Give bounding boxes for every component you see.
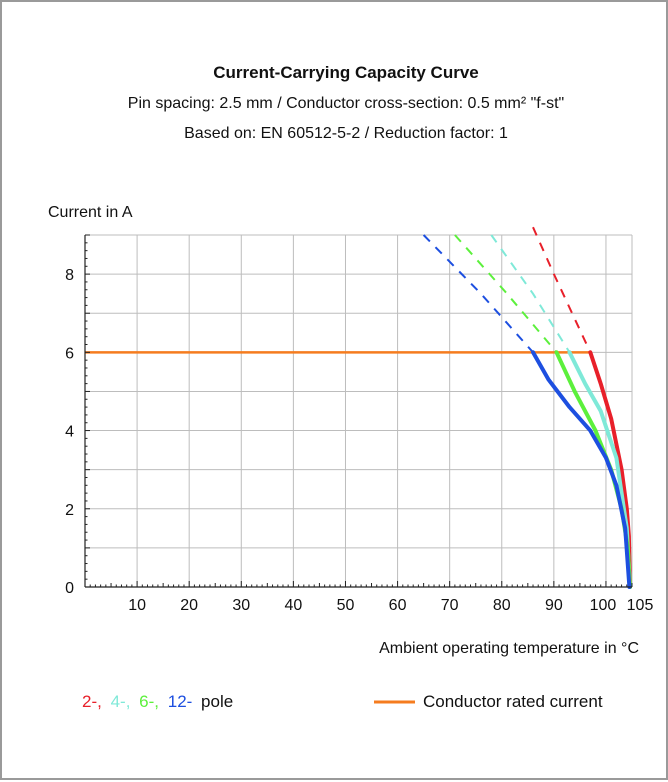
tick-labels: 10 20 30 40 50 60 70 80 90 100 105 0 2 4 6 8 [65,267,653,614]
chart-subtitle-2: Based on: EN 60512-5-2 / Reduction facto… [184,125,508,142]
grid [85,234,633,587]
axes [84,234,633,588]
chart-title: Current-Carrying Capacity Curve [213,63,478,82]
legend-pole-4: 4-, [111,692,131,711]
x-axis-label: Ambient operating temperature in °C [379,640,639,657]
x-tick-label: 60 [389,597,407,614]
x-tick-label: 40 [284,597,302,614]
y-tick-label: 8 [65,267,74,284]
x-tick-label: 105 [627,597,654,614]
y-tick-label: 0 [65,580,74,597]
legend-pole-6: 6-, [139,692,159,711]
series-3-extrapolated-line [422,234,534,353]
x-tick-label: 20 [180,597,198,614]
x-tick-label: 80 [493,597,511,614]
legend: 2-, 4-, 6-, 12- pole Conductor rated cur… [82,692,603,711]
x-tick-label: 90 [545,597,563,614]
y-axis-label: Current in A [48,204,133,221]
x-tick-label: 30 [232,597,250,614]
chart-subtitle-1: Pin spacing: 2.5 mm / Conductor cross-se… [128,95,564,112]
legend-rated-label: Conductor rated current [423,692,603,711]
legend-pole-suffix: pole [201,692,233,711]
series-3-line [531,350,632,589]
y-tick-label: 6 [65,345,74,362]
x-tick-label: 10 [128,597,146,614]
series-1-extrapolated-line [490,234,571,353]
legend-pole-12: 12- [168,692,193,711]
legend-pole-text: 2-, 4-, 6-, 12- pole [82,692,233,711]
series-2-extrapolated-line [454,234,558,353]
x-tick-label: 70 [441,597,459,614]
series-0-extrapolated-line [532,226,592,353]
y-tick-label: 2 [65,502,74,519]
y-tick-label: 4 [65,424,74,441]
x-tick-label: 100 [590,597,617,614]
series-layer [85,226,632,589]
x-tick-label: 50 [337,597,355,614]
legend-pole-2: 2-, [82,692,102,711]
